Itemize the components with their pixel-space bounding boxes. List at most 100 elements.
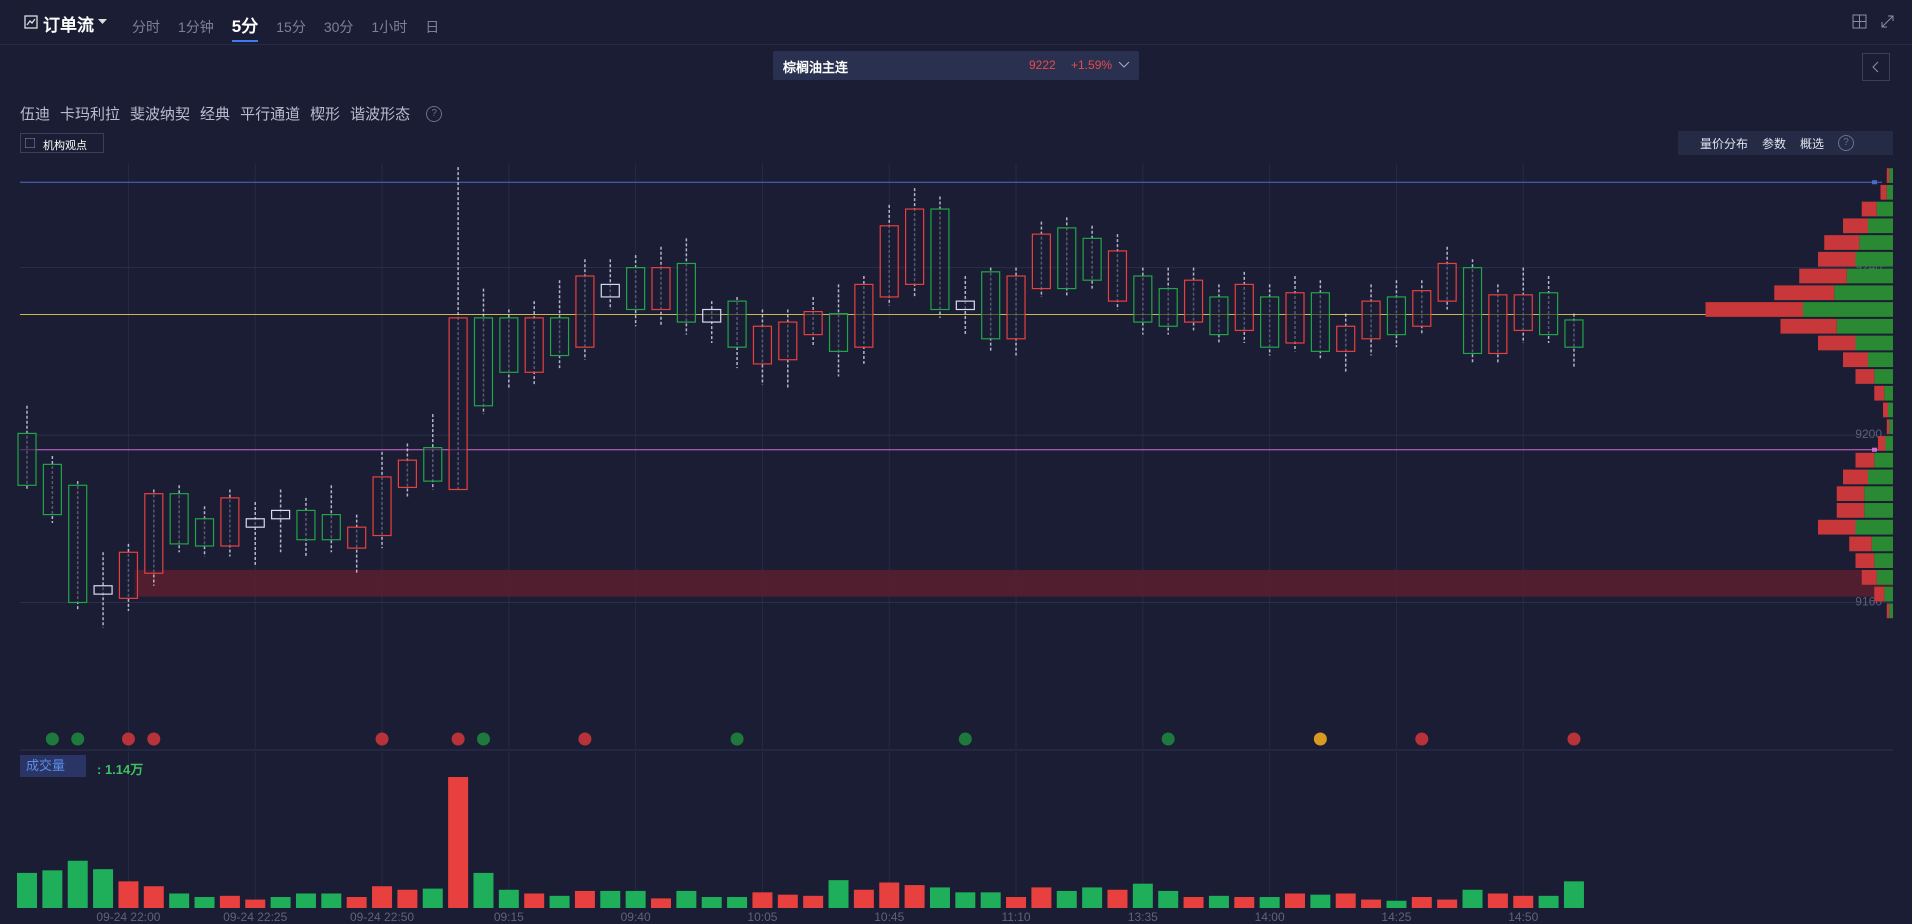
candle-body xyxy=(727,300,747,348)
volume-bar xyxy=(777,894,798,908)
signal-marker xyxy=(147,732,161,746)
profile-buy xyxy=(1843,352,1868,368)
candle-body xyxy=(778,321,798,361)
candle-body xyxy=(626,267,646,311)
x-tick-label: 09:40 xyxy=(621,910,651,924)
period-tab[interactable]: 5分 xyxy=(231,12,259,42)
signal-marker xyxy=(476,732,490,746)
candle-body xyxy=(1513,294,1533,332)
profile-buy xyxy=(1855,369,1875,384)
signal-marker xyxy=(578,732,592,746)
volume-bar xyxy=(1538,895,1559,908)
volume-bar xyxy=(169,893,190,908)
drawing-tool[interactable]: 斐波纳契 xyxy=(130,106,191,123)
candle-body xyxy=(93,585,113,595)
candle-body xyxy=(144,493,164,574)
profile-buy xyxy=(1849,536,1872,552)
profile-buy xyxy=(1880,184,1887,200)
profile-buy xyxy=(1705,302,1803,317)
x-tick-label: 09-24 22:00 xyxy=(96,910,160,924)
chart-tool[interactable]: 概选 xyxy=(1800,136,1825,151)
volume-bar xyxy=(422,888,443,908)
x-tick-label: 13:35 xyxy=(1128,910,1158,924)
badge[interactable]: 机构观点 xyxy=(20,133,104,153)
chart-tool[interactable]: 量价分布 xyxy=(1700,136,1749,151)
candle-body xyxy=(702,308,722,323)
profile-sell xyxy=(1888,402,1893,418)
profile-sell xyxy=(1855,251,1893,267)
collapse-button[interactable] xyxy=(1862,53,1890,81)
profile-sell xyxy=(1886,184,1893,200)
candle-body xyxy=(1107,250,1128,302)
help-icon[interactable]: ? xyxy=(1838,135,1855,151)
candle-body xyxy=(1183,279,1204,323)
symbol-caret xyxy=(1118,61,1130,68)
mode-title[interactable]: 订单流 xyxy=(43,16,94,35)
profile-buy xyxy=(1883,402,1888,418)
volume-bar xyxy=(1259,897,1280,908)
volume-bar xyxy=(752,892,773,908)
candle-body xyxy=(296,509,316,541)
volume-bar xyxy=(143,886,164,908)
candle-body xyxy=(220,497,240,547)
x-tick-label: 10:05 xyxy=(747,910,777,924)
chart-icon xyxy=(24,15,38,29)
profile-buy xyxy=(1824,235,1860,250)
profile-sell xyxy=(1868,218,1893,234)
volume-bar xyxy=(473,872,494,908)
period-tab[interactable]: 1小时 xyxy=(371,19,408,35)
layout-button[interactable] xyxy=(1852,14,1867,29)
drawing-tool[interactable]: 平行通道 xyxy=(240,106,301,123)
drawing-tool[interactable]: 经典 xyxy=(200,106,231,123)
period-tab[interactable]: 分时 xyxy=(132,19,160,35)
symbol-change: +1.59% xyxy=(1071,58,1113,72)
volume-bar xyxy=(498,889,519,908)
profile-buy xyxy=(1818,335,1856,351)
profile-buy xyxy=(1861,201,1877,217)
candle-body xyxy=(752,325,773,365)
period-tab[interactable]: 1分钟 xyxy=(178,19,214,35)
volume-bar xyxy=(828,880,849,908)
period-tab[interactable]: 30分 xyxy=(323,19,354,35)
shrink-button[interactable] xyxy=(1880,14,1895,29)
volume-bar xyxy=(1132,883,1153,908)
volume-bar xyxy=(1031,887,1052,908)
drawing-tool[interactable]: 楔形 xyxy=(310,106,341,123)
volume-bar xyxy=(904,885,925,908)
profile-sell xyxy=(1855,519,1893,535)
volume-bar xyxy=(651,898,671,908)
drawing-tool[interactable]: 谐波形态 xyxy=(350,106,411,123)
period-tab[interactable]: 日 xyxy=(425,19,440,35)
drawing-tool[interactable]: 伍迪 xyxy=(20,106,51,123)
symbol-box[interactable]: 棕榈油主连 9222 +1.59% xyxy=(773,51,1139,80)
candle-body xyxy=(1437,262,1457,302)
drawing-tool[interactable]: 卡玛利拉 xyxy=(60,106,121,123)
volume-bar xyxy=(676,890,697,908)
profile-sell xyxy=(1874,369,1893,384)
x-tick-label: 09-24 22:25 xyxy=(223,910,287,924)
x-tick-label: 10:45 xyxy=(874,910,904,924)
volume-bar xyxy=(1361,899,1382,908)
volume-selector[interactable]: 成交量 xyxy=(20,755,86,777)
volume-bar xyxy=(524,893,545,908)
volume-bar xyxy=(955,892,976,908)
volume-bar xyxy=(1462,889,1483,908)
profile-sell xyxy=(1864,486,1893,502)
volume-bar xyxy=(245,899,266,908)
candle-body xyxy=(955,300,975,311)
period-tab[interactable]: 15分 xyxy=(276,19,306,35)
profile-sell xyxy=(1859,235,1893,250)
candle-body xyxy=(981,271,1001,340)
dropdown-caret[interactable] xyxy=(98,18,108,26)
candle-body xyxy=(1361,300,1381,340)
help-icon[interactable]: ? xyxy=(426,105,443,122)
candle-body xyxy=(1006,275,1026,340)
candle-body xyxy=(1057,227,1077,290)
chart-tool[interactable]: 参数 xyxy=(1762,136,1787,151)
candle-body xyxy=(549,317,570,357)
volume-bar xyxy=(1107,889,1128,908)
x-tick-label: 11:10 xyxy=(1001,910,1030,924)
volume-value: : 1.14万 xyxy=(97,762,144,777)
volume-bar xyxy=(93,869,114,908)
profile-buy xyxy=(1836,486,1865,502)
